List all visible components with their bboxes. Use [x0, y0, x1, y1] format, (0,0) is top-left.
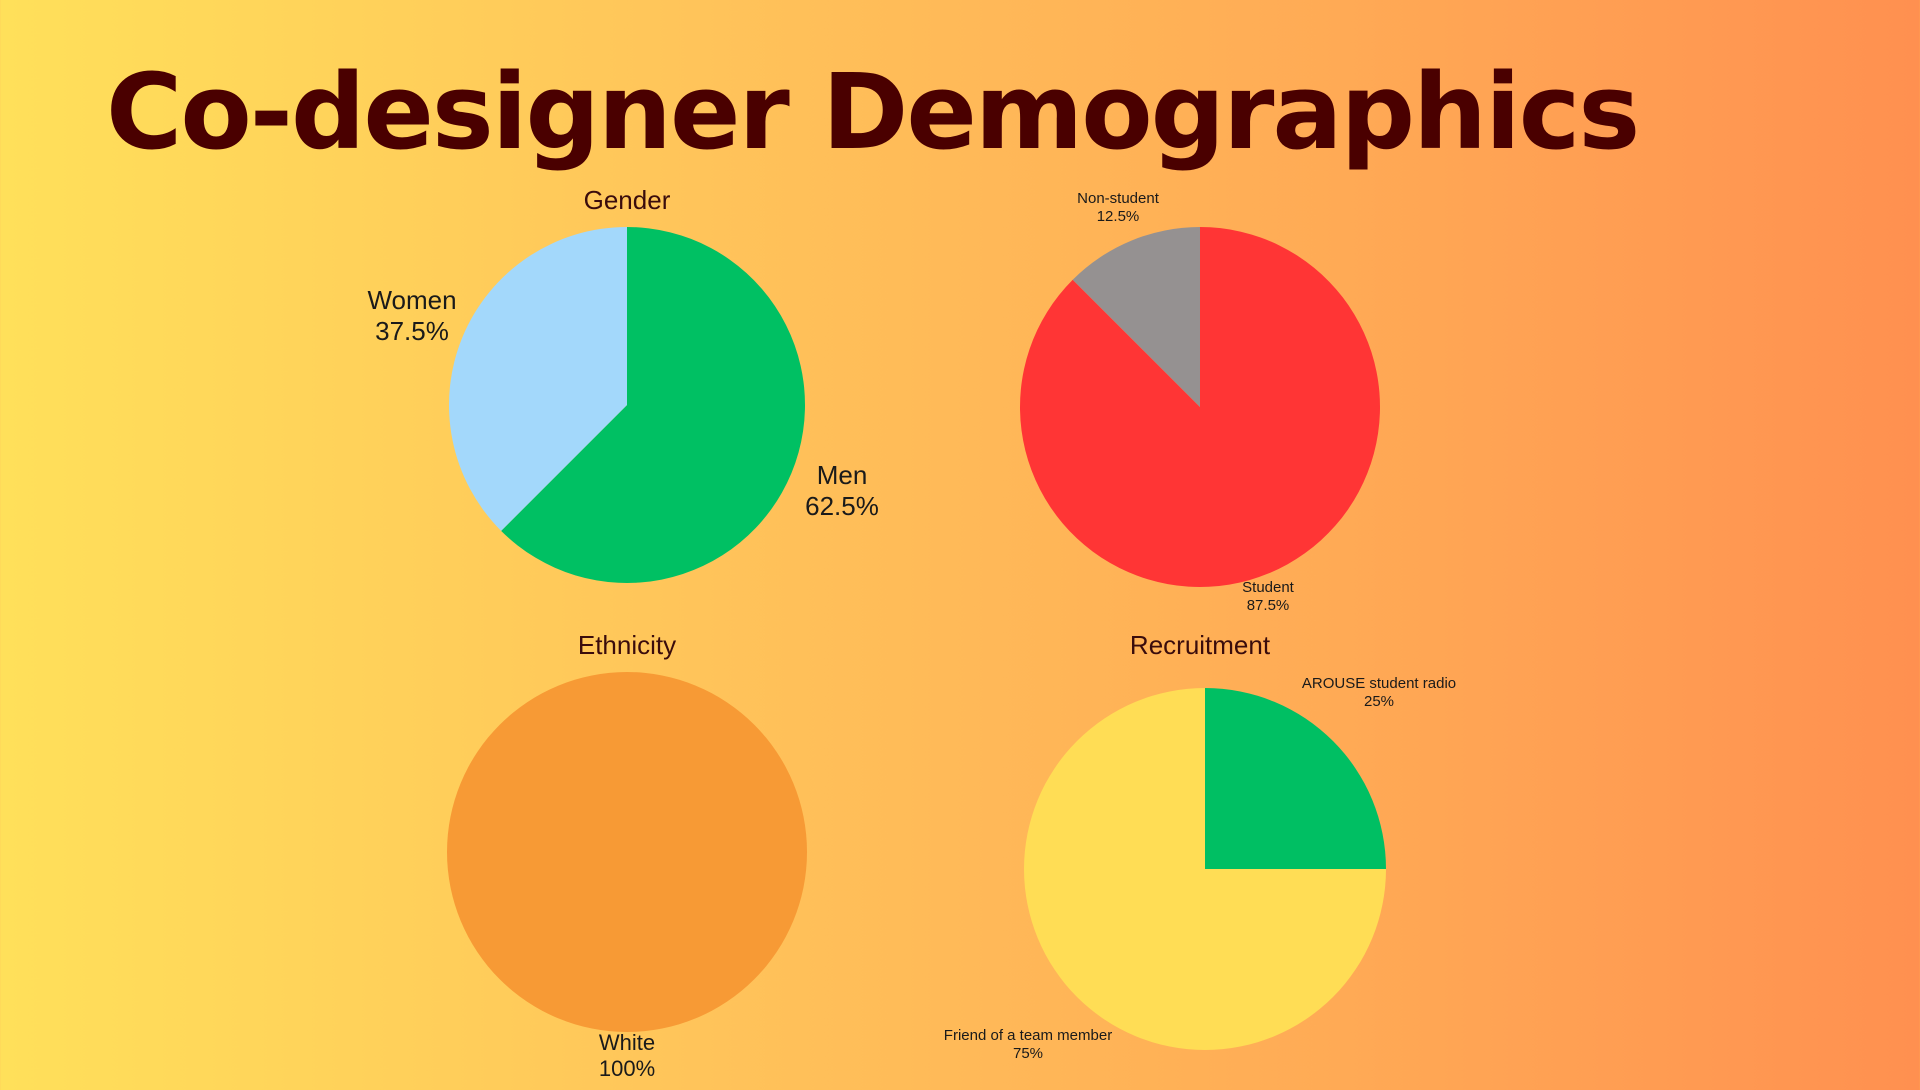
gender-pie-svg	[449, 227, 805, 583]
gender-slice-men	[501, 227, 805, 583]
ethnicity-pie-svg	[447, 672, 807, 1032]
recruitment-pie-chart: Recruitment AROUSE student radio 25% Fri…	[850, 630, 1550, 1090]
slice-label-white-name: White	[598, 1030, 656, 1055]
slice-label-arouse: AROUSE student radio 25%	[1259, 675, 1499, 711]
recruitment-slice-arouse-student-radio	[1205, 688, 1386, 869]
student-slice-non-student	[1072, 227, 1200, 407]
recruitment-slice-friend-of-a-team-member	[1024, 688, 1386, 1050]
slice-label-non-student-name: Non-student	[1077, 190, 1159, 207]
slice-label-non-student: Non-student 12.5%	[1028, 190, 1208, 226]
slice-label-arouse-name: AROUSE student radio	[1301, 675, 1457, 692]
recruitment-pie-svg	[1024, 688, 1386, 1050]
slice-label-women-pct: 37.5%	[375, 316, 449, 347]
gender-chart-title: Gender	[583, 185, 671, 215]
slice-label-friend-name: Friend of a team member	[943, 1027, 1113, 1044]
slice-label-men: Men 62.5%	[782, 460, 902, 522]
slice-label-women: Women 37.5%	[352, 285, 472, 347]
student-pie-svg	[1020, 227, 1380, 587]
gender-pie-chart: Gender Men 62.5% Women 37.5%	[277, 185, 977, 645]
slice-label-student: Student 87.5%	[1178, 579, 1358, 615]
slice-label-student-name: Student	[1242, 579, 1294, 596]
page-title: Co-designer Demographics	[106, 51, 1640, 173]
slice-label-white: White 100%	[552, 1030, 702, 1083]
slice-label-student-pct: 87.5%	[1246, 597, 1290, 614]
recruitment-chart-title: Recruitment	[1129, 630, 1271, 660]
ethnicity-chart-title: Ethnicity	[577, 630, 677, 660]
gender-slice-women	[449, 227, 627, 531]
ethnicity-pie-chart: Ethnicity White 100%	[277, 630, 977, 1090]
slice-label-white-pct: 100%	[598, 1056, 656, 1082]
slice-label-friend: Friend of a team member 75%	[908, 1027, 1148, 1063]
slice-label-arouse-pct: 25%	[1363, 693, 1395, 710]
slice-label-men-name: Men	[816, 460, 868, 490]
slice-label-men-pct: 62.5%	[805, 491, 879, 522]
ethnicity-slice-white	[447, 672, 807, 1032]
slice-label-women-name: Women	[367, 285, 457, 315]
slice-label-non-student-pct: 12.5%	[1096, 208, 1140, 225]
student-pie-chart: Student 87.5% Non-student 12.5%	[850, 185, 1550, 645]
slice-label-friend-pct: 75%	[1012, 1045, 1044, 1062]
